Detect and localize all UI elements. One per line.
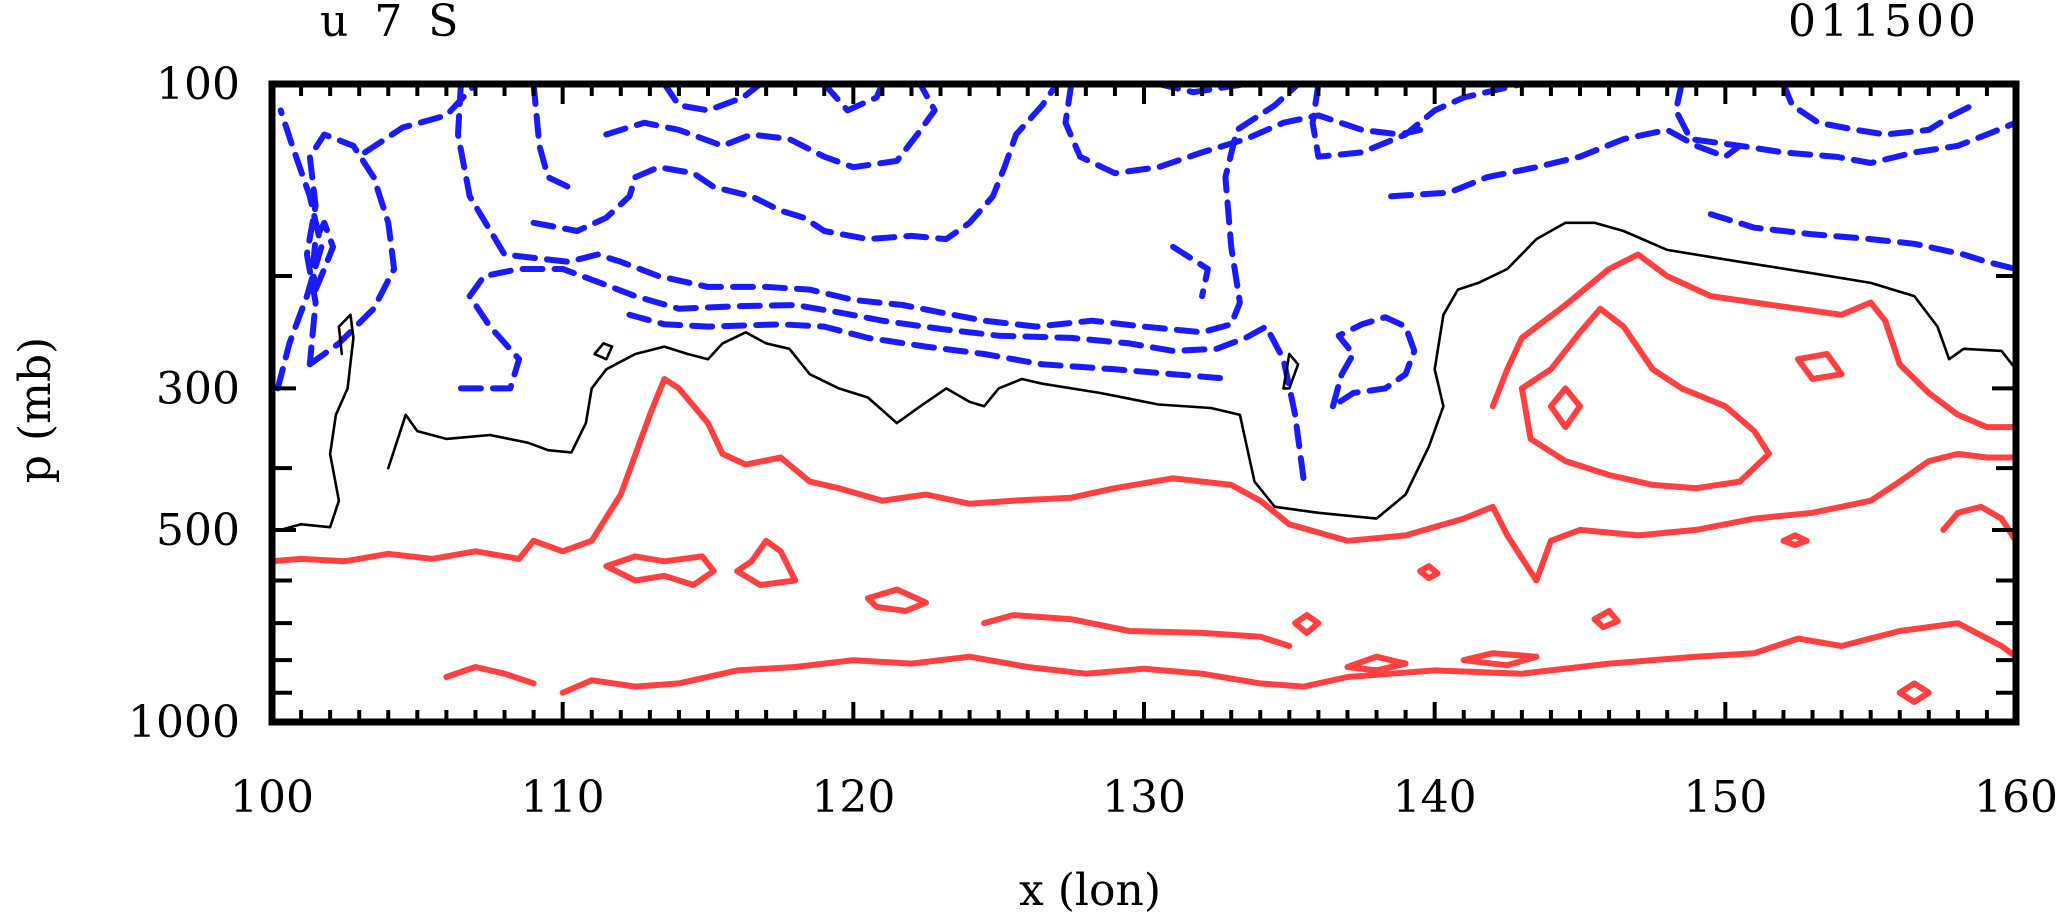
y-tick-label: 1000 [128,697,240,748]
positive-solid-contour-7 [1292,612,1322,636]
negative-dashed-contour-9 [603,84,938,171]
x-tick-label: 140 [1393,772,1477,823]
x-tick-label: 100 [230,772,314,823]
x-tick-label: 160 [1974,772,2058,823]
negative-dashed-contour-11 [821,84,886,114]
negative-dashed-contour-20 [1707,211,2016,272]
contour-layer [272,84,2016,705]
negative-dashed-contour-1 [303,131,398,368]
x-axis-label: x (lon) [1019,865,1161,916]
y-tick-label: 500 [156,505,240,556]
positive-solid-contour-15 [1547,385,1583,431]
y-tick-label: 100 [156,59,240,110]
positive-solid-contour-17 [1940,503,2016,544]
positive-solid-contour-4 [981,612,1293,649]
positive-solid-contour-10 [1460,650,1540,669]
positive-solid-contour-1 [603,553,717,588]
x-tick-label: 120 [811,772,895,823]
title-left: u 7 S [320,0,464,47]
positive-solid-contour-3 [559,620,2016,696]
positive-solid-contour-18 [1896,680,1932,705]
zero-thin-contour-1 [387,221,2016,520]
negative-dashed-contour-4 [455,84,1302,336]
negative-dashed-contour-10 [661,84,764,114]
positive-solid-contour-2 [734,537,799,588]
positive-solid-contour-12 [1780,532,1810,548]
zero-thin-contour-3 [1282,352,1300,390]
negative-dashed-contour-0 [274,107,325,392]
negative-dashed-contour-17 [1388,126,1743,200]
x-tick-label: 150 [1683,772,1767,823]
x-tick-label: 130 [1102,772,1186,823]
negative-dashed-contour-13 [1062,84,1424,177]
y-axis-label: p (mb) [10,337,61,483]
negative-dashed-contour-5 [457,266,1307,485]
negative-dashed-contour-16 [1309,84,1525,160]
negative-dashed-contour-18 [1672,84,2016,166]
negative-dashed-contour-8 [530,84,1060,243]
positive-solid-contour-16 [1795,351,1845,382]
negative-dashed-contour-19 [1780,84,1976,138]
title-right: 011500 [1788,0,1980,47]
positive-solid-contour-11 [1417,563,1441,582]
positive-solid-contour-0 [272,376,2016,584]
negative-dashed-contour-6 [626,311,1235,382]
zero-thin-contour-0 [279,313,355,532]
negative-dashed-contour-15 [1329,314,1418,410]
positive-solid-contour-6 [864,586,929,614]
positive-solid-contour-5 [443,664,537,687]
zero-thin-contour-2 [593,342,614,361]
positive-solid-contour-9 [1344,653,1409,674]
negative-dashed-contour-7 [530,84,572,190]
positive-solid-contour-8 [1591,608,1621,631]
y-tick-label: 300 [156,363,240,414]
axes-layer: 100 110 120 130 140 150 160 100 300 500 1000 [128,59,2058,823]
positive-solid-contour-13 [1518,305,1772,492]
negative-dashed-contour-14 [1170,243,1211,300]
plot-frame [268,80,2020,726]
positive-solid-contour-14 [1489,251,2016,431]
x-tick-label: 110 [521,772,605,823]
negative-dashed-contour-2 [309,219,336,293]
